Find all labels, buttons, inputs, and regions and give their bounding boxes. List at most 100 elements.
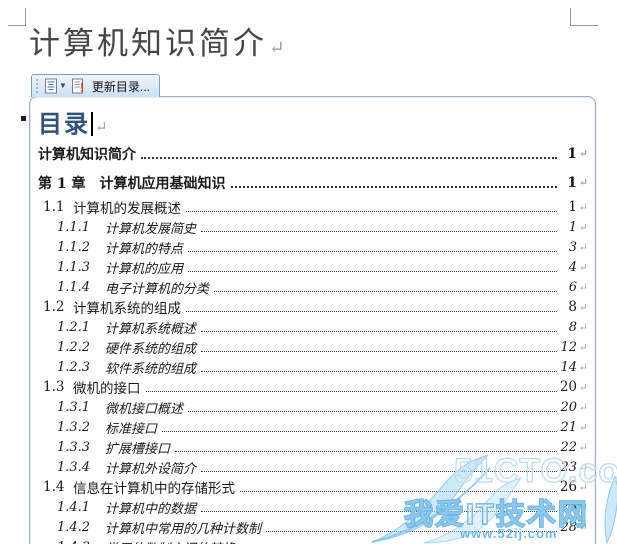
document-title-text[interactable]: 计算机知识简介 xyxy=(29,26,267,62)
toc-entry[interactable]: 1.3.3 扩展槽接口 22 ↵ xyxy=(38,437,588,457)
toc-entry-title: 硬件系统的组成 xyxy=(105,341,197,357)
document-title[interactable]: 计算机知识简介 ↵ xyxy=(29,18,285,63)
paragraph-mark-icon: ↵ xyxy=(577,541,588,544)
toc-entry-title: 计算机的特点 xyxy=(105,241,184,257)
toc-list: 计算机知识简介 1 ↵ 第 1 章计算机应用基础知识 1 ↵ 1.1 计算机的发展概述 1 ↵ 1.… xyxy=(30,139,595,544)
toc-entry[interactable]: 1.1.2 计算机的特点 3 ↵ xyxy=(38,237,588,257)
paragraph-mark-icon: ↵ xyxy=(95,118,108,136)
toc-entry-number: 1.1.1 xyxy=(57,219,91,235)
dot-leader xyxy=(188,410,557,412)
paragraph-mark-icon: ↵ xyxy=(578,200,588,214)
toc-entry-number: 1.3.1 xyxy=(57,399,91,415)
paragraph-mark-icon: ↵ xyxy=(578,400,588,414)
toc-entry-page: 6 xyxy=(568,279,577,295)
toc-entry-page: 20 xyxy=(559,379,577,395)
dot-leader xyxy=(214,290,557,292)
toc-entry-page: 20 xyxy=(560,399,577,415)
toc-entry[interactable]: 1.1.4 电子计算机的分类 6 ↵ xyxy=(38,277,588,297)
toc-heading[interactable]: 目录 ↵ xyxy=(38,104,595,139)
toc-entry-page: 3 xyxy=(568,239,577,255)
toc-entry[interactable]: 1.2 计算机系统的组成 8 ↵ xyxy=(38,297,588,317)
toc-entry-title: 计算机应用基础知识 xyxy=(99,175,226,192)
paragraph-mark-icon: ↵ xyxy=(578,340,588,354)
toc-entry-title: 信息在计算机中的存储形式 xyxy=(73,481,235,497)
update-toc-button[interactable]: ! xyxy=(71,78,86,94)
toc-entry-page: 21 xyxy=(560,419,577,435)
toc-entry-title: 计算机发展简史 xyxy=(105,221,197,237)
toc-entry[interactable]: 1.4 信息在计算机中的存储形式 26 ↵ xyxy=(38,477,588,497)
toc-entry-page: 26 xyxy=(560,499,577,515)
update-toc-label[interactable]: 更新目录... xyxy=(91,79,150,94)
dot-leader xyxy=(145,390,557,392)
paragraph-mark-icon: ↵ xyxy=(578,440,588,454)
toc-entry-page: 23 xyxy=(560,459,577,475)
toc-entry-title: 软件系统的组成 xyxy=(105,361,197,377)
toc-entry[interactable]: 1.1 计算机的发展概述 1 ↵ xyxy=(38,197,588,217)
toc-entry[interactable]: 1.4.1 计算机中的数据 26 ↵ xyxy=(38,497,588,517)
toc-entry-title: 微机接口概述 xyxy=(105,401,184,417)
toc-entry-number: 1.3 xyxy=(43,379,65,395)
toc-entry-page: 12 xyxy=(560,339,577,355)
paragraph-mark-icon: ↵ xyxy=(578,480,588,494)
margin-crop-mark-top-right xyxy=(570,8,598,26)
toc-entry-title: 计算机中的数据 xyxy=(105,501,197,517)
toc-entry-number: 1.1 xyxy=(43,199,65,215)
drag-grip-icon[interactable] xyxy=(36,79,38,93)
toc-entry-title: 计算机系统概述 xyxy=(105,321,197,337)
paragraph-mark-icon: ↵ xyxy=(578,420,588,434)
toc-entry-title: 电子计算机的分类 xyxy=(105,281,210,297)
toc-entry-title: 计算机外设简介 xyxy=(105,461,197,477)
dot-leader xyxy=(201,230,557,232)
toc-entry-number: 1.4.2 xyxy=(57,519,91,535)
svg-text:!: ! xyxy=(80,80,84,94)
paragraph-mark-icon: ↵ xyxy=(578,280,588,294)
toc-entry[interactable]: 1.3.1 微机接口概述 20 ↵ xyxy=(38,397,588,417)
toc-entry[interactable]: 计算机知识简介 1 ↵ xyxy=(38,139,588,168)
toc-content-control: 目录 ↵ 计算机知识简介 1 ↵ 第 1 章计算机应用基础知识 1 ↵ 1.1 计算机的发展概述… xyxy=(29,96,596,544)
paragraph-mark-icon: ↵ xyxy=(578,176,588,189)
update-toc-icon: ! xyxy=(71,78,84,94)
paragraph-mark-icon: ↵ xyxy=(578,300,588,314)
toc-entry[interactable]: 1.4.2 计算机中常用的几种计数制 28 ↵ xyxy=(38,517,588,537)
toc-entry[interactable]: 1.2.3 软件系统的组成 14 ↵ xyxy=(38,357,588,377)
toc-entry-number: 1.2.1 xyxy=(57,319,91,335)
dot-leader xyxy=(201,350,557,352)
toc-entry-page: 1 xyxy=(567,174,577,191)
dot-leader xyxy=(141,156,557,159)
toc-document-icon xyxy=(45,78,57,94)
toc-entry-number: 1.1.2 xyxy=(57,239,91,255)
paragraph-mark-icon: ↵ xyxy=(578,380,588,394)
dot-leader xyxy=(162,430,557,432)
toc-entry[interactable]: 1.1.1 计算机发展简史 1 ↵ xyxy=(38,217,588,237)
paragraph-mark-icon: ↵ xyxy=(578,220,588,234)
toc-entry-page: 26 xyxy=(559,479,577,495)
paragraph-mark-icon: ↵ xyxy=(578,520,588,534)
paragraph-mark-icon: ↵ xyxy=(578,240,588,254)
toc-menu-button[interactable]: ▼ xyxy=(44,78,67,94)
toc-entry[interactable]: 1.1.3 计算机的应用 4 ↵ xyxy=(38,257,588,277)
toc-entry[interactable]: 1.3.4 计算机外设简介 23 ↵ xyxy=(38,457,588,477)
toc-entry-number: 1.2.3 xyxy=(57,359,91,375)
chevron-down-icon: ▼ xyxy=(59,81,67,90)
toc-entry-page: 4 xyxy=(568,259,577,275)
paragraph-mark-icon: ↵ xyxy=(578,360,588,374)
toc-entry[interactable]: 第 1 章计算机应用基础知识 1 ↵ xyxy=(38,168,588,197)
toc-entry-page: 1 xyxy=(568,219,577,235)
toc-entry[interactable]: 1.3.2 标准接口 21 ↵ xyxy=(38,417,588,437)
toc-entry[interactable]: 1.2.2 硬件系统的组成 12 ↵ xyxy=(38,337,588,357)
dot-leader xyxy=(188,250,557,252)
dot-leader xyxy=(201,470,557,472)
toc-entry-title: 扩展槽接口 xyxy=(105,441,171,457)
toc-heading-text[interactable]: 目录 xyxy=(38,109,90,138)
toc-entry-number: 1.1.3 xyxy=(57,259,91,275)
toc-entry[interactable]: 1.2.1 计算机系统概述 8 ↵ xyxy=(38,317,588,337)
toc-entry-number: 1.3.3 xyxy=(57,439,91,455)
toc-entry-page: 22 xyxy=(560,439,577,455)
toc-field-tab: ▼ ! 更新目录... xyxy=(31,74,160,97)
toc-entry[interactable]: 1.4.3常用的数制之间的转换 ↵ xyxy=(38,537,588,544)
dot-leader xyxy=(201,370,557,372)
toc-entry-page: 8 xyxy=(568,319,577,335)
dot-leader xyxy=(201,330,557,332)
toc-entry[interactable]: 1.3 微机的接口 20 ↵ xyxy=(38,377,588,397)
